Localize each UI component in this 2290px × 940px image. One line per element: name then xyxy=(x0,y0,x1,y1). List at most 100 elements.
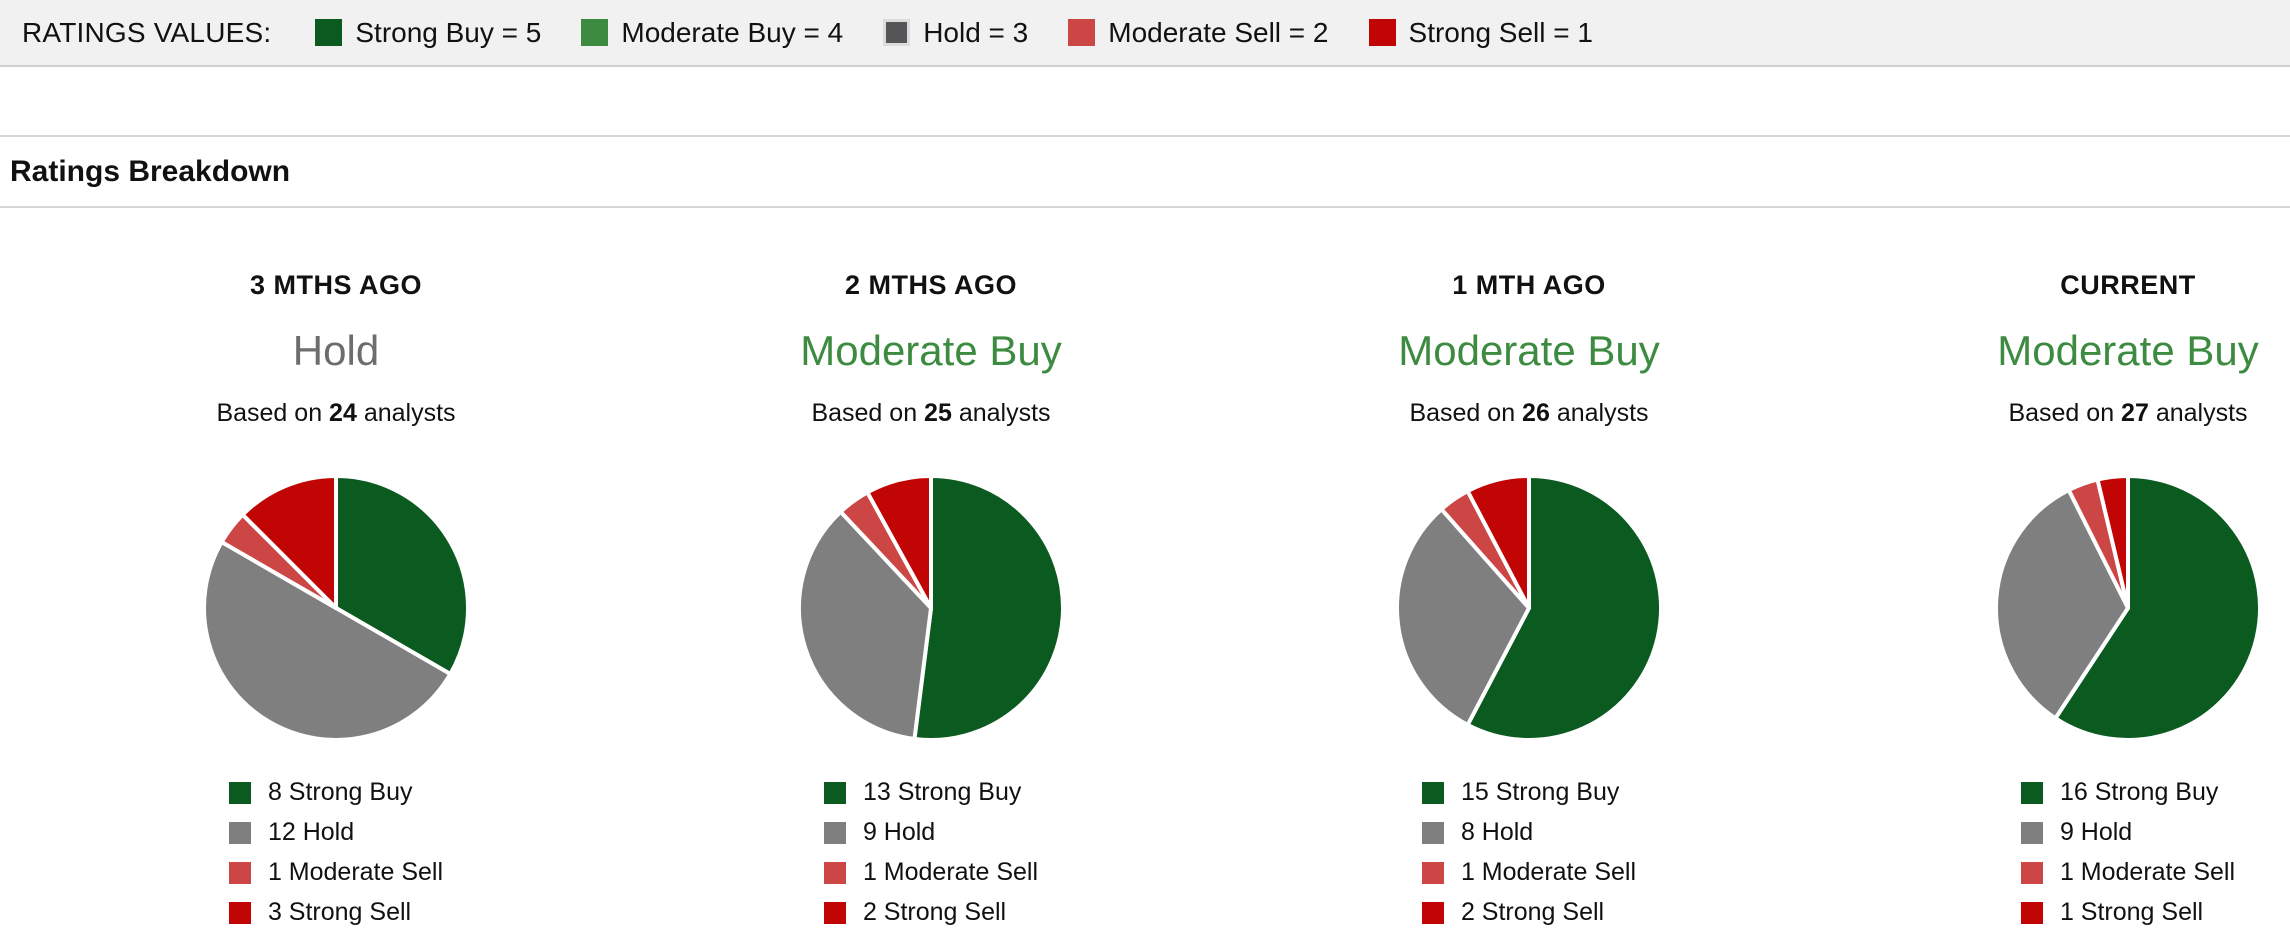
consensus-rating: Hold xyxy=(292,327,380,374)
legend-swatch xyxy=(1421,781,1444,804)
moderate-sell-swatch xyxy=(1068,19,1096,46)
section-header: Ratings Breakdown xyxy=(0,135,2290,208)
period-header: 3 MTHS AGO xyxy=(249,270,422,300)
legend-label: 1 Strong Sell xyxy=(2059,898,2204,927)
ratings-breakdown-columns: 3 MTHS AGO Hold Based on 24 analysts 8 S… xyxy=(0,208,2290,938)
pie-legend-row: 1 Moderate Sell xyxy=(823,858,1039,887)
strong-sell-slice xyxy=(865,474,933,611)
legend-label: 8 Strong Buy xyxy=(267,778,413,807)
legend-label: 1 Moderate Sell xyxy=(862,858,1039,887)
based-on-suffix: analysts xyxy=(958,399,1051,428)
pie-chart-svg xyxy=(1994,474,2262,743)
legend-swatch xyxy=(1421,861,1444,884)
hold-slice xyxy=(202,540,453,743)
pie-legend-row: 1 Moderate Sell xyxy=(2020,858,2236,887)
ratings-value-item-label: Strong Buy = 5 xyxy=(355,16,542,48)
pie-legend-row: 8 Strong Buy xyxy=(228,778,443,807)
based-on-prefix: Based on xyxy=(811,399,918,428)
hold-slice xyxy=(1395,507,1531,728)
legend-label: 1 Moderate Sell xyxy=(1460,858,1637,887)
pie-chart-svg xyxy=(797,474,1065,743)
legend-label: 12 Hold xyxy=(267,818,355,847)
period-column-2-mths-ago: 2 MTHS AGO Moderate Buy Based on 25 anal… xyxy=(691,270,1171,938)
pie-legend: 13 Strong Buy 9 Hold 1 Moderate Sell 2 S… xyxy=(823,778,1039,938)
legend-swatch xyxy=(2020,821,2043,844)
ratings-value-item-strong-sell: Strong Sell = 1 xyxy=(1368,17,1593,49)
consensus-rating: Moderate Buy xyxy=(800,327,1062,374)
legend-label: 1 Moderate Sell xyxy=(2059,858,2236,887)
pie-legend-row: 15 Strong Buy xyxy=(1421,778,1636,807)
strong-buy-slice xyxy=(1465,474,1663,743)
pie-legend-row: 9 Hold xyxy=(823,818,1038,847)
analyst-count: 25 xyxy=(924,399,952,428)
consensus-rating: Moderate Buy xyxy=(1997,327,2259,374)
legend-swatch xyxy=(823,861,846,884)
analyst-count-text: Based on 24 analysts xyxy=(96,399,576,428)
analyst-count: 24 xyxy=(329,399,357,428)
pie-chart xyxy=(691,470,1171,746)
pie-chart-svg xyxy=(202,474,470,743)
hold-slice xyxy=(797,510,933,742)
strong-buy-slice xyxy=(334,474,470,677)
based-on-prefix: Based on xyxy=(1409,399,1516,428)
pie-legend-row: 1 Moderate Sell xyxy=(228,858,443,887)
analyst-count-text: Based on 26 analysts xyxy=(1289,399,1769,428)
based-on-prefix: Based on xyxy=(2008,399,2115,428)
legend-swatch xyxy=(2020,861,2043,884)
ratings-value-item-moderate-buy: Moderate Buy = 4 xyxy=(581,17,843,49)
pie-legend-row: 2 Strong Sell xyxy=(1421,898,1636,927)
legend-swatch xyxy=(228,821,251,844)
based-on-prefix: Based on xyxy=(216,399,323,428)
legend-label: 3 Strong Sell xyxy=(267,898,412,927)
based-on-suffix: analysts xyxy=(2155,399,2248,428)
legend-swatch xyxy=(823,821,846,844)
consensus-rating: Moderate Buy xyxy=(1398,327,1660,374)
legend-label: 9 Hold xyxy=(862,818,936,847)
moderate-buy-swatch xyxy=(581,19,609,46)
pie-legend-row: 1 Strong Sell xyxy=(2020,898,2235,927)
legend-swatch xyxy=(823,901,846,924)
strong-buy-slice xyxy=(2053,474,2262,743)
legend-label: 13 Strong Buy xyxy=(862,778,1022,807)
ratings-value-item-label: Hold = 3 xyxy=(923,16,1029,48)
legend-swatch xyxy=(2020,781,2043,804)
strong-sell-slice xyxy=(2095,474,2130,611)
hold-swatch xyxy=(883,19,911,46)
legend-label: 2 Strong Sell xyxy=(1460,898,1605,927)
ratings-values-bar: RATINGS VALUES: Strong Buy = 5 Moderate … xyxy=(0,0,2290,67)
ratings-values-label: RATINGS VALUES: xyxy=(22,16,272,48)
pie-legend-row: 12 Hold xyxy=(228,818,443,847)
legend-swatch xyxy=(2020,901,2043,924)
pie-legend-row: 16 Strong Buy xyxy=(2020,778,2235,807)
ratings-value-item-label: Moderate Sell = 2 xyxy=(1108,16,1329,48)
strong-buy-swatch xyxy=(315,19,343,46)
pie-legend: 8 Strong Buy 12 Hold 1 Moderate Sell 3 S… xyxy=(228,778,443,938)
pie-legend-row: 1 Moderate Sell xyxy=(1421,858,1637,887)
period-column-3-mths-ago: 3 MTHS AGO Hold Based on 24 analysts 8 S… xyxy=(96,270,576,938)
pie-legend-row: 2 Strong Sell xyxy=(823,898,1038,927)
strong-sell-swatch xyxy=(1368,19,1396,46)
legend-label: 8 Hold xyxy=(1460,818,1534,847)
based-on-suffix: analysts xyxy=(363,399,456,428)
period-column-1-mth-ago: 1 MTH AGO Moderate Buy Based on 26 analy… xyxy=(1289,270,1769,938)
analyst-count-text: Based on 27 analysts xyxy=(1888,399,2290,428)
strong-sell-slice xyxy=(240,474,338,611)
legend-swatch xyxy=(228,781,251,804)
strong-buy-slice xyxy=(912,474,1065,743)
based-on-suffix: analysts xyxy=(1556,399,1649,428)
pie-chart-svg xyxy=(1395,474,1663,743)
analyst-count: 27 xyxy=(2121,399,2149,428)
analyst-count-text: Based on 25 analysts xyxy=(691,399,1171,428)
ratings-value-item-hold: Hold = 3 xyxy=(883,17,1028,49)
legend-swatch xyxy=(1421,821,1444,844)
strong-sell-slice xyxy=(1465,474,1531,611)
pie-chart xyxy=(1888,470,2290,746)
pie-legend: 15 Strong Buy 8 Hold 1 Moderate Sell 2 S… xyxy=(1421,778,1637,938)
pie-legend: 16 Strong Buy 9 Hold 1 Moderate Sell 1 S… xyxy=(2020,778,2236,938)
hold-slice xyxy=(1994,488,2130,721)
legend-swatch xyxy=(1421,901,1444,924)
pie-legend-row: 13 Strong Buy xyxy=(823,778,1038,807)
pie-legend-row: 3 Strong Sell xyxy=(228,898,443,927)
legend-swatch xyxy=(228,861,251,884)
